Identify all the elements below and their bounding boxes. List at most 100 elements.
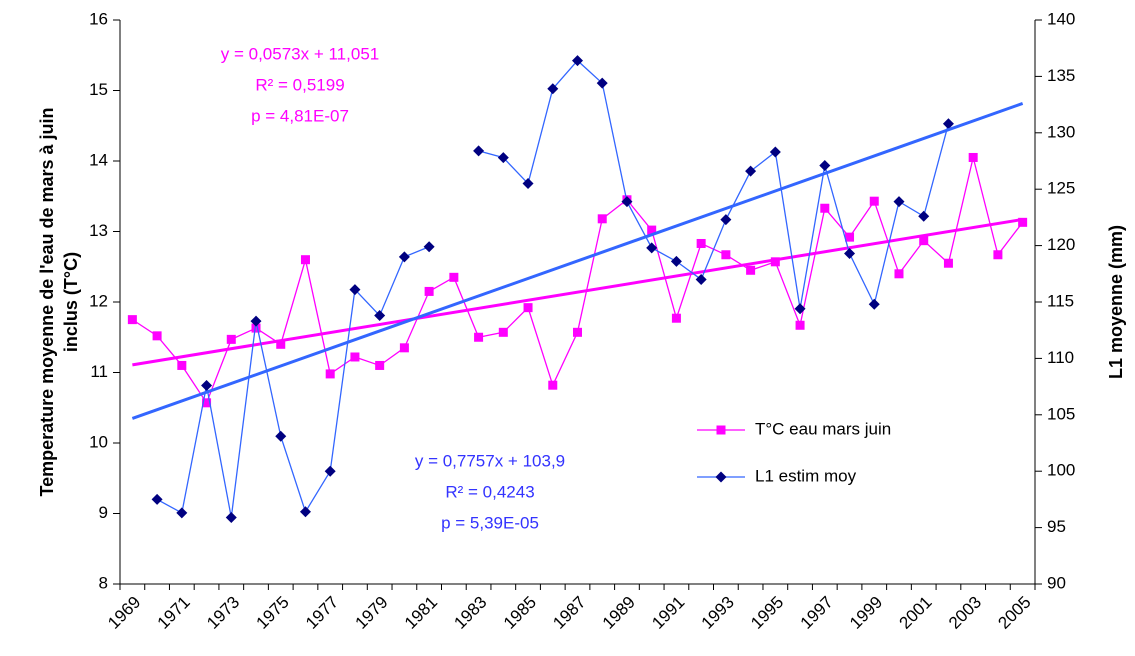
data-point bbox=[621, 196, 633, 208]
y2-tick-label: 110 bbox=[1047, 348, 1074, 367]
data-point bbox=[226, 334, 236, 344]
annotation: R² = 0,5199 bbox=[255, 75, 344, 94]
x-tick-label: 1987 bbox=[549, 593, 589, 633]
data-point bbox=[250, 315, 262, 327]
y2-tick-label: 120 bbox=[1047, 235, 1075, 254]
data-point bbox=[893, 196, 905, 208]
data-point bbox=[746, 265, 756, 275]
data-point bbox=[646, 242, 658, 254]
y2-tick-label: 95 bbox=[1047, 517, 1066, 536]
data-point bbox=[844, 247, 856, 259]
data-point bbox=[597, 214, 607, 224]
data-point bbox=[374, 310, 386, 322]
data-point bbox=[349, 284, 361, 296]
x-tick-label: 1989 bbox=[599, 593, 639, 633]
y-tick-label: 14 bbox=[89, 150, 108, 169]
y2-tick-label: 140 bbox=[1047, 9, 1075, 28]
data-point bbox=[324, 465, 336, 477]
x-tick-label: 2003 bbox=[945, 593, 985, 633]
y2-tick-label: 125 bbox=[1047, 179, 1075, 198]
x-tick-label: 1993 bbox=[698, 593, 738, 633]
data-point bbox=[894, 269, 904, 279]
data-point bbox=[201, 379, 213, 391]
legend-marker bbox=[715, 471, 727, 483]
y2-tick-label: 100 bbox=[1047, 461, 1075, 480]
x-tick-label: 2001 bbox=[896, 593, 936, 633]
legend-label: L1 estim moy bbox=[755, 466, 857, 485]
data-point bbox=[375, 360, 385, 370]
data-point bbox=[745, 165, 757, 177]
y-axis-title: inclus (T°C) bbox=[61, 252, 81, 352]
data-point bbox=[225, 511, 237, 523]
data-point bbox=[596, 77, 608, 89]
data-point bbox=[523, 303, 533, 313]
trendline bbox=[131, 102, 1024, 420]
x-tick-label: 1979 bbox=[351, 593, 391, 633]
data-point bbox=[276, 339, 286, 349]
data-point bbox=[423, 241, 435, 253]
data-point bbox=[919, 236, 929, 246]
data-point bbox=[720, 214, 732, 226]
data-point bbox=[769, 146, 781, 158]
data-point bbox=[943, 258, 953, 268]
x-tick-label: 1983 bbox=[450, 593, 490, 633]
data-point bbox=[968, 152, 978, 162]
data-point bbox=[424, 286, 434, 296]
data-point bbox=[572, 55, 583, 67]
data-point bbox=[573, 327, 582, 337]
data-point bbox=[868, 298, 880, 310]
data-point bbox=[474, 332, 484, 342]
y2-tick-label: 115 bbox=[1047, 291, 1074, 310]
data-point bbox=[695, 273, 707, 285]
data-point bbox=[275, 430, 287, 442]
y-tick-label: 8 bbox=[99, 573, 108, 592]
annotation: p = 4,81E-07 bbox=[251, 106, 349, 125]
y2-tick-label: 135 bbox=[1047, 66, 1075, 85]
data-point bbox=[177, 360, 187, 370]
y-tick-label: 11 bbox=[90, 362, 108, 381]
legend-marker bbox=[716, 425, 726, 435]
annotation: p = 5,39E-05 bbox=[441, 513, 539, 532]
y-tick-label: 12 bbox=[89, 291, 108, 310]
data-point bbox=[942, 118, 954, 130]
y2-tick-label: 105 bbox=[1047, 404, 1075, 423]
x-tick-label: 1999 bbox=[846, 593, 886, 633]
y-tick-label: 9 bbox=[99, 503, 108, 522]
data-point bbox=[794, 303, 806, 315]
data-point bbox=[820, 203, 830, 213]
annotation: y = 0,0573x + 11,051 bbox=[221, 44, 379, 63]
data-point bbox=[670, 255, 682, 267]
x-tick-label: 1975 bbox=[253, 593, 293, 633]
x-tick-label: 1991 bbox=[648, 593, 688, 633]
legend-label: T°C eau mars juin bbox=[755, 419, 891, 438]
y2-tick-label: 130 bbox=[1047, 122, 1075, 141]
data-point bbox=[498, 327, 508, 337]
data-point bbox=[398, 251, 410, 263]
x-tick-label: 1981 bbox=[401, 593, 441, 633]
x-tick-label: 2005 bbox=[994, 593, 1034, 633]
series-line bbox=[156, 59, 950, 518]
data-point bbox=[795, 320, 805, 330]
data-point bbox=[819, 160, 831, 172]
trendline bbox=[132, 217, 1023, 367]
x-tick-label: 1997 bbox=[797, 593, 837, 633]
data-point bbox=[473, 145, 485, 157]
y-axis-title: Temperature moyenne de l'eau de mars à j… bbox=[37, 107, 57, 496]
data-point bbox=[671, 313, 681, 323]
data-point bbox=[548, 380, 558, 390]
data-point bbox=[497, 152, 509, 164]
data-point bbox=[547, 83, 559, 95]
data-point bbox=[152, 331, 162, 341]
y-tick-label: 13 bbox=[89, 221, 108, 240]
data-point bbox=[202, 398, 212, 408]
y-tick-label: 16 bbox=[89, 9, 108, 28]
data-point bbox=[251, 323, 261, 333]
x-tick-label: 1973 bbox=[203, 593, 243, 633]
data-point bbox=[325, 369, 335, 379]
x-tick-label: 1995 bbox=[747, 593, 787, 633]
y2-tick-label: 90 bbox=[1047, 573, 1066, 592]
data-point bbox=[300, 255, 310, 265]
data-point bbox=[449, 272, 459, 282]
data-point bbox=[127, 315, 137, 325]
